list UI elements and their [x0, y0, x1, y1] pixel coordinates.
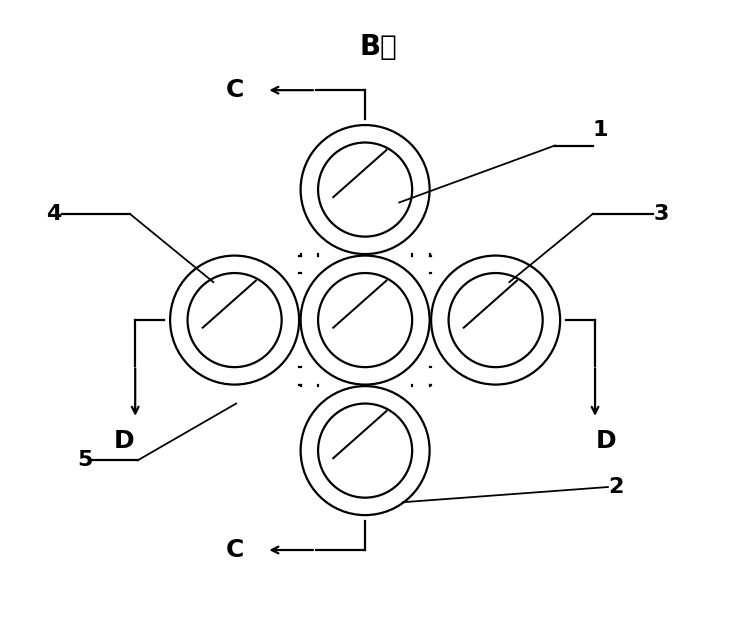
Text: 4: 4: [47, 204, 62, 224]
Text: B向: B向: [360, 33, 398, 61]
Text: D: D: [114, 429, 134, 454]
Circle shape: [170, 256, 299, 384]
Text: 3: 3: [654, 204, 669, 224]
Circle shape: [300, 125, 430, 254]
Circle shape: [300, 386, 430, 515]
Bar: [299, 256, 300, 384]
Text: D: D: [596, 429, 617, 454]
Text: 5: 5: [77, 451, 92, 471]
Text: C: C: [225, 78, 244, 102]
Bar: [300, 254, 430, 256]
Circle shape: [300, 256, 430, 384]
Circle shape: [431, 256, 560, 384]
Text: 2: 2: [608, 477, 623, 497]
Bar: [300, 384, 430, 386]
Text: 1: 1: [593, 121, 608, 141]
Text: C: C: [225, 538, 244, 562]
Bar: [430, 256, 431, 384]
